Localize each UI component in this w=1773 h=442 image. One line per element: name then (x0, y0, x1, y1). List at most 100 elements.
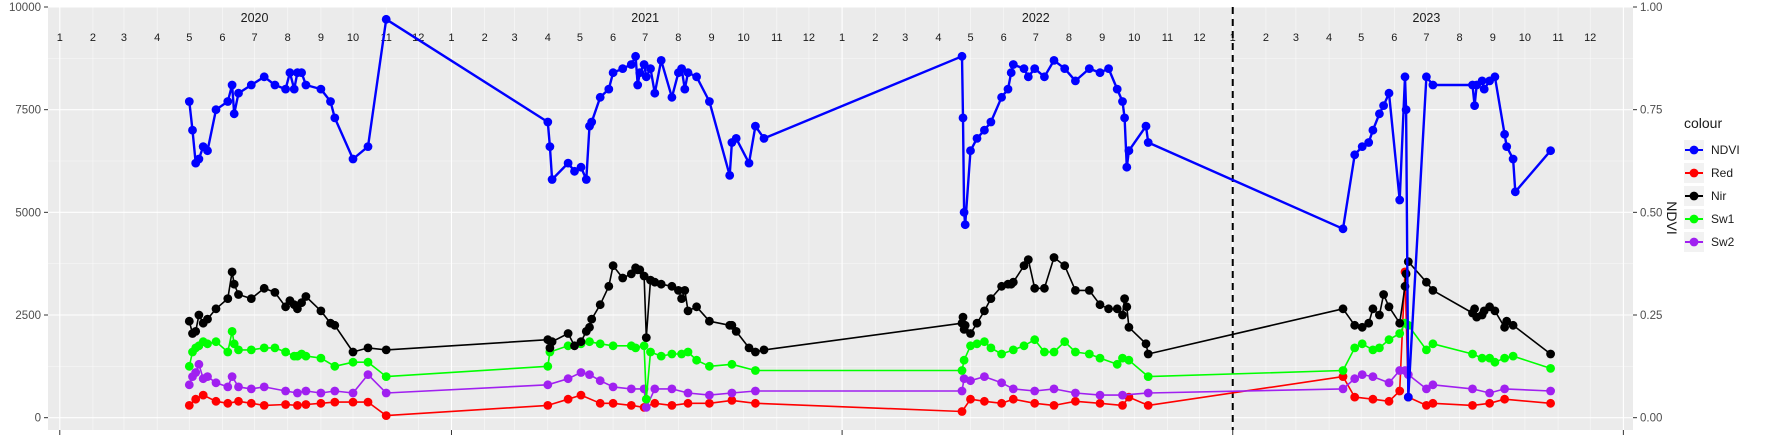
data-point-sw1 (972, 339, 982, 349)
data-point-nir (705, 316, 714, 326)
data-point-ndvi (972, 134, 982, 143)
data-point-nir (585, 322, 594, 332)
data-point-ndvi (635, 68, 645, 78)
data-point-nir (635, 265, 645, 275)
data-point-nir (1141, 339, 1151, 349)
data-point-sw2 (259, 382, 269, 392)
data-point-ndvi (1479, 84, 1489, 94)
data-point-sw1 (184, 361, 194, 371)
data-point-nir (270, 288, 280, 297)
data-point-red (705, 398, 714, 408)
y-left-tick-label: 0 (35, 413, 41, 425)
data-point-sw2 (667, 384, 677, 394)
data-point-sw1 (211, 337, 221, 347)
month-label: 11 (1162, 32, 1173, 44)
data-point-sw1 (608, 341, 618, 351)
data-point-sw1 (1500, 353, 1509, 363)
data-point-nir (191, 327, 201, 336)
data-point-nir (731, 327, 741, 336)
data-point-sw2 (966, 376, 975, 386)
data-point-sw1 (543, 361, 553, 371)
data-point-sw1 (234, 345, 243, 355)
data-point-sw1 (1019, 341, 1029, 351)
data-point-red (966, 394, 975, 404)
data-point-sw1 (595, 339, 605, 349)
data-point-sw1 (1468, 349, 1477, 359)
data-point-ndvi (259, 72, 269, 82)
data-point-nir (751, 347, 760, 357)
data-point-sw2 (576, 368, 586, 377)
data-point-red (381, 411, 391, 420)
data-point-nir (674, 286, 683, 295)
month-label: 6 (219, 32, 225, 44)
data-point-sw1 (1060, 337, 1070, 347)
data-point-nir (1401, 269, 1411, 279)
data-point-sw1 (1384, 335, 1394, 345)
data-point-red (1008, 394, 1018, 404)
month-label: 4 (935, 32, 941, 44)
data-point-sw1 (631, 343, 640, 353)
data-point-sw2 (1357, 370, 1367, 379)
data-point-nir (618, 273, 628, 283)
legend-key-point (1689, 191, 1699, 201)
legend-label: Sw1 (1711, 212, 1735, 226)
data-point-sw2 (1428, 380, 1438, 390)
month-label: 1 (839, 32, 845, 44)
data-point-ndvi (301, 80, 311, 90)
data-point-sw1 (1095, 353, 1105, 363)
data-point-sw2 (543, 380, 553, 390)
data-point-ndvi (646, 64, 655, 73)
data-point-ndvi (618, 64, 628, 73)
data-point-ndvi (576, 162, 586, 172)
data-point-ndvi (281, 84, 290, 94)
month-label: 9 (1490, 32, 1496, 44)
data-point-sw2 (301, 386, 311, 396)
data-point-red (683, 398, 693, 408)
legend-label: Red (1711, 166, 1733, 180)
data-point-nir (184, 316, 194, 326)
data-point-nir (744, 343, 754, 353)
data-point-sw2 (1143, 388, 1153, 398)
data-point-ndvi (1023, 72, 1033, 82)
data-point-nir (1395, 318, 1405, 328)
plot-panel (48, 7, 1633, 430)
data-point-sw2 (595, 376, 605, 386)
data-point-nir (381, 345, 391, 355)
legend-label: Nir (1711, 189, 1726, 203)
data-point-nir (563, 329, 573, 338)
year-label: 2023 (1413, 11, 1441, 25)
year-label: 2022 (1022, 11, 1050, 25)
data-point-nir (1122, 302, 1132, 312)
data-point-ndvi (581, 175, 591, 184)
data-point-sw2 (330, 386, 340, 396)
data-point-ndvi (1428, 80, 1438, 90)
data-point-sw2 (683, 388, 693, 398)
data-point-sw2 (281, 386, 290, 396)
data-point-nir (297, 298, 306, 308)
data-point-ndvi (227, 80, 237, 90)
data-point-red (281, 400, 290, 409)
data-point-ndvi (639, 60, 649, 69)
month-label: 8 (675, 32, 681, 44)
data-point-ndvi (1508, 154, 1518, 164)
data-point-nir (234, 290, 243, 299)
data-point-ndvi (1095, 68, 1105, 78)
data-point-sw1 (1357, 339, 1367, 349)
month-label: 5 (1358, 32, 1364, 44)
data-point-nir (1118, 310, 1127, 320)
data-point-nir (1508, 320, 1518, 330)
data-point-sw2 (641, 403, 651, 412)
data-point-sw1 (1422, 345, 1431, 355)
data-point-ndvi (677, 64, 686, 73)
data-point-red (608, 398, 618, 408)
data-point-ndvi (547, 175, 557, 184)
data-point-sw1 (330, 361, 340, 371)
data-point-ndvi (1071, 76, 1080, 86)
month-label: 4 (545, 32, 551, 44)
data-point-nir (641, 333, 651, 342)
minor-gridlines (48, 58, 1633, 367)
data-point-ndvi (1084, 64, 1094, 73)
data-point-sw1 (281, 347, 290, 357)
data-point-nir (194, 310, 204, 320)
data-point-ndvi (1141, 121, 1151, 131)
